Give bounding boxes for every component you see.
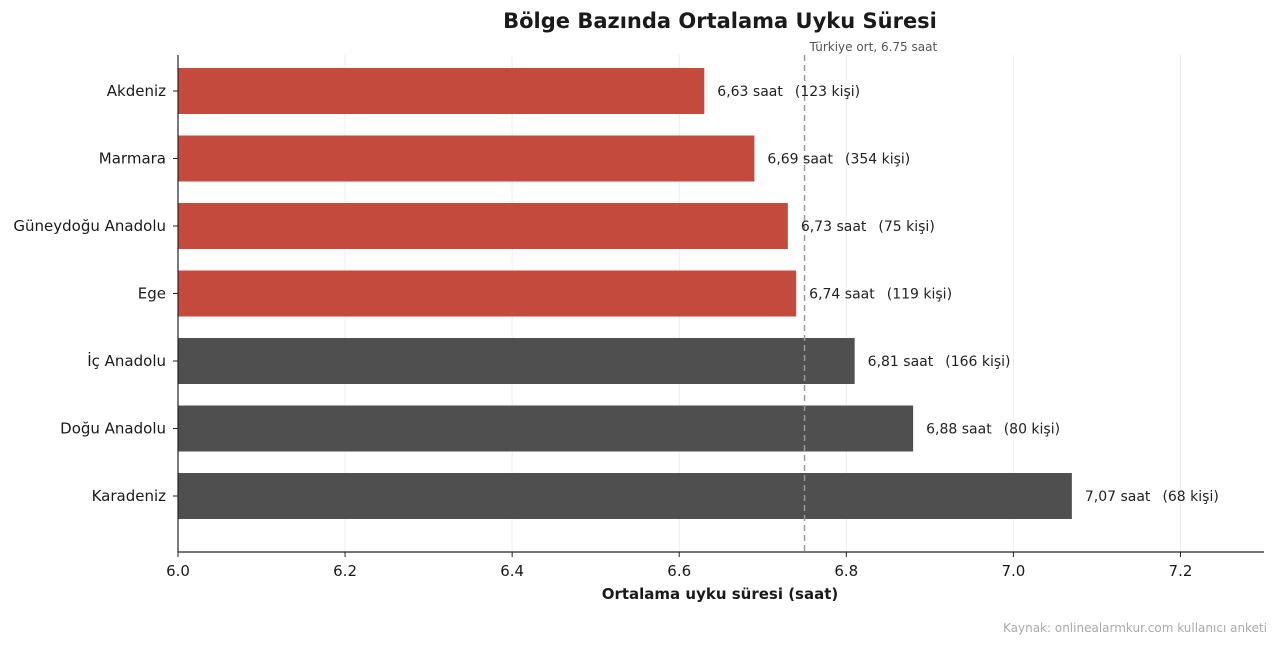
x-tick-label: 6.2 (333, 562, 357, 580)
count-text: (119 kişi) (887, 287, 952, 303)
category-label: İç Anadolu (87, 351, 166, 370)
value-label: 6,81 saat (166 kişi) (868, 354, 1011, 370)
category-label: Ege (138, 285, 166, 303)
value-label: 6,69 saat (354 kişi) (767, 152, 910, 168)
source-note: Kaynak: onlinealarmkur.com kullanıcı ank… (1003, 621, 1267, 635)
count-text: (123 kişi) (795, 84, 860, 100)
value-text: 6,63 saat (717, 84, 783, 100)
value-label: 7,07 saat (68 kişi) (1085, 489, 1219, 505)
x-tick-label: 6.4 (500, 562, 524, 580)
category-labels: Akdeniz Marmara Güneydoğu Anadolu Ege İç Ana… (13, 82, 166, 505)
count-text: (80 kişi) (1004, 422, 1060, 438)
value-labels: 6,63 saat (123 kişi)6,69 saat (354 kişi)6,… (717, 84, 1219, 505)
count-text: (75 kişi) (878, 219, 934, 235)
value-text: 6,74 saat (809, 287, 875, 303)
bar (178, 473, 1072, 519)
value-text: 6,81 saat (868, 354, 934, 370)
category-label: Marmara (99, 150, 166, 168)
bar (178, 270, 797, 317)
bar (178, 203, 788, 249)
count-text: (68 kişi) (1162, 489, 1218, 505)
reference-line-label: Türkiye ort, 6.75 saat (809, 40, 938, 54)
x-tick-label: 6.6 (667, 562, 691, 580)
value-text: 6,73 saat (801, 219, 867, 235)
value-label: 6,73 saat (75 kişi) (801, 219, 935, 235)
value-text: 6,69 saat (767, 152, 833, 168)
value-label: 6,63 saat (123 kişi) (717, 84, 860, 100)
count-text: (166 kişi) (945, 354, 1010, 370)
bar (178, 405, 914, 452)
value-text: 7,07 saat (1085, 489, 1151, 505)
count-text: (354 kişi) (845, 152, 910, 168)
value-label: 6,74 saat (119 kişi) (809, 287, 952, 303)
bars (178, 68, 1072, 519)
value-label: 6,88 saat (80 kişi) (926, 422, 1060, 438)
category-label: Karadeniz (92, 487, 167, 505)
x-tick-label: 6.8 (834, 562, 858, 580)
bar (178, 135, 755, 182)
category-label: Doğu Anadolu (60, 420, 166, 438)
axes (173, 55, 1264, 557)
x-tick-labels: 6.0 6.2 6.4 6.6 6.8 7.0 7.2 (166, 562, 1192, 580)
x-tick-label: 6.0 (166, 562, 190, 580)
category-label: Akdeniz (107, 82, 166, 100)
bar (178, 338, 855, 384)
x-tick-label: 7.2 (1169, 562, 1193, 580)
x-tick-label: 7.0 (1001, 562, 1025, 580)
reference-line-group: Türkiye ort, 6.75 saat (803, 40, 938, 552)
value-text: 6,88 saat (926, 422, 992, 438)
chart-title: Bölge Bazında Ortalama Uyku Süresi (503, 9, 937, 33)
x-axis-label: Ortalama uyku süresi (saat) (602, 585, 839, 603)
category-label: Güneydoğu Anadolu (13, 217, 166, 235)
bar (178, 68, 705, 114)
